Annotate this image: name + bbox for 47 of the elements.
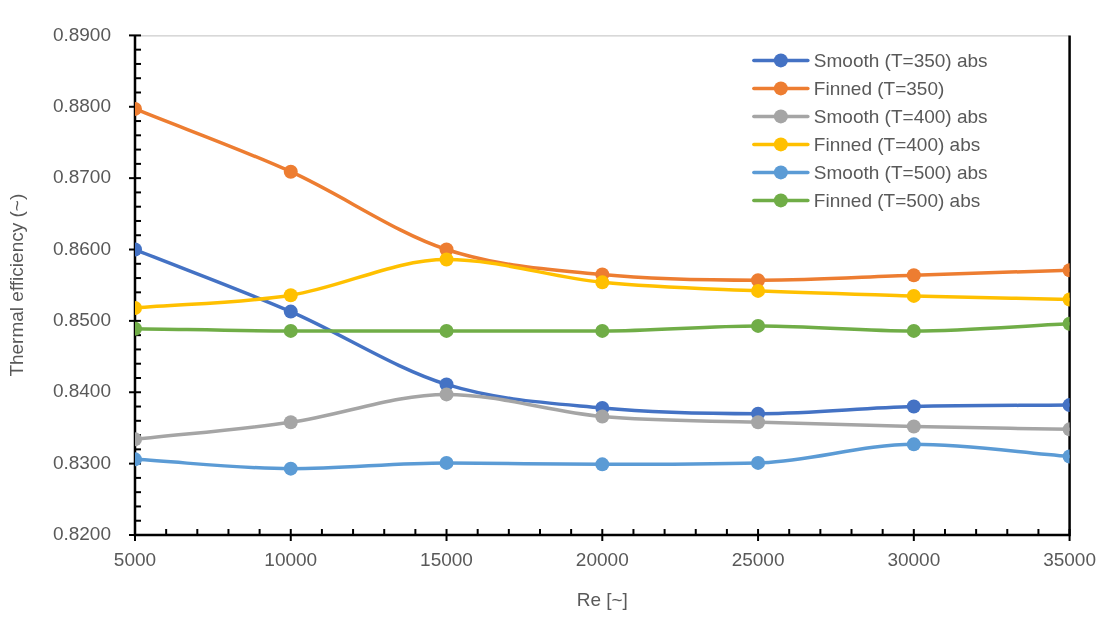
point xyxy=(283,461,298,476)
point xyxy=(906,419,921,434)
y-tick-label: 0.8500 xyxy=(52,309,111,331)
x-tick-label: 35000 xyxy=(1043,548,1096,570)
point xyxy=(283,288,298,303)
x-tick-label: 30000 xyxy=(887,548,941,570)
point xyxy=(595,409,610,424)
legend-label: Finned (T=350) xyxy=(813,77,945,99)
point xyxy=(283,304,298,319)
point xyxy=(595,275,610,290)
x-axis-title: Re [~] xyxy=(576,588,628,610)
x-tick-label: 20000 xyxy=(575,548,629,570)
y-tick-label: 0.8700 xyxy=(52,166,111,188)
point xyxy=(439,323,454,338)
y-axis-title: Thermal efficiency (~) xyxy=(5,193,27,377)
point xyxy=(751,415,766,430)
y-tick-label: 0.8300 xyxy=(52,451,111,473)
legend-label: Smooth (T=400) abs xyxy=(813,105,988,127)
y-tick-label: 0.8900 xyxy=(52,23,111,45)
point xyxy=(906,268,921,283)
legend-label: Finned (T=400) abs xyxy=(813,133,981,155)
x-tick-label: 5000 xyxy=(113,548,157,570)
point xyxy=(906,288,921,303)
point xyxy=(751,318,766,333)
point xyxy=(439,252,454,267)
point xyxy=(906,399,921,414)
y-tick-label: 0.8400 xyxy=(52,380,111,402)
y-tick-label: 0.8200 xyxy=(52,523,111,545)
point xyxy=(283,323,298,338)
x-tick-label: 15000 xyxy=(420,548,473,570)
legend-label: Smooth (T=500) abs xyxy=(813,161,988,183)
legend-label: Finned (T=500) abs xyxy=(813,189,981,211)
point xyxy=(283,415,298,430)
point xyxy=(751,283,766,298)
point xyxy=(906,323,921,338)
x-tick-label: 25000 xyxy=(731,548,785,570)
legend-label: Smooth (T=350) abs xyxy=(813,49,988,71)
point xyxy=(595,323,610,338)
point xyxy=(439,455,454,470)
point xyxy=(906,437,921,452)
y-tick-label: 0.8600 xyxy=(52,237,111,259)
point xyxy=(595,457,610,472)
y-tick-label: 0.8800 xyxy=(52,95,111,117)
point xyxy=(439,387,454,402)
point xyxy=(283,164,298,179)
x-tick-label: 10000 xyxy=(264,548,318,570)
point xyxy=(751,455,766,470)
